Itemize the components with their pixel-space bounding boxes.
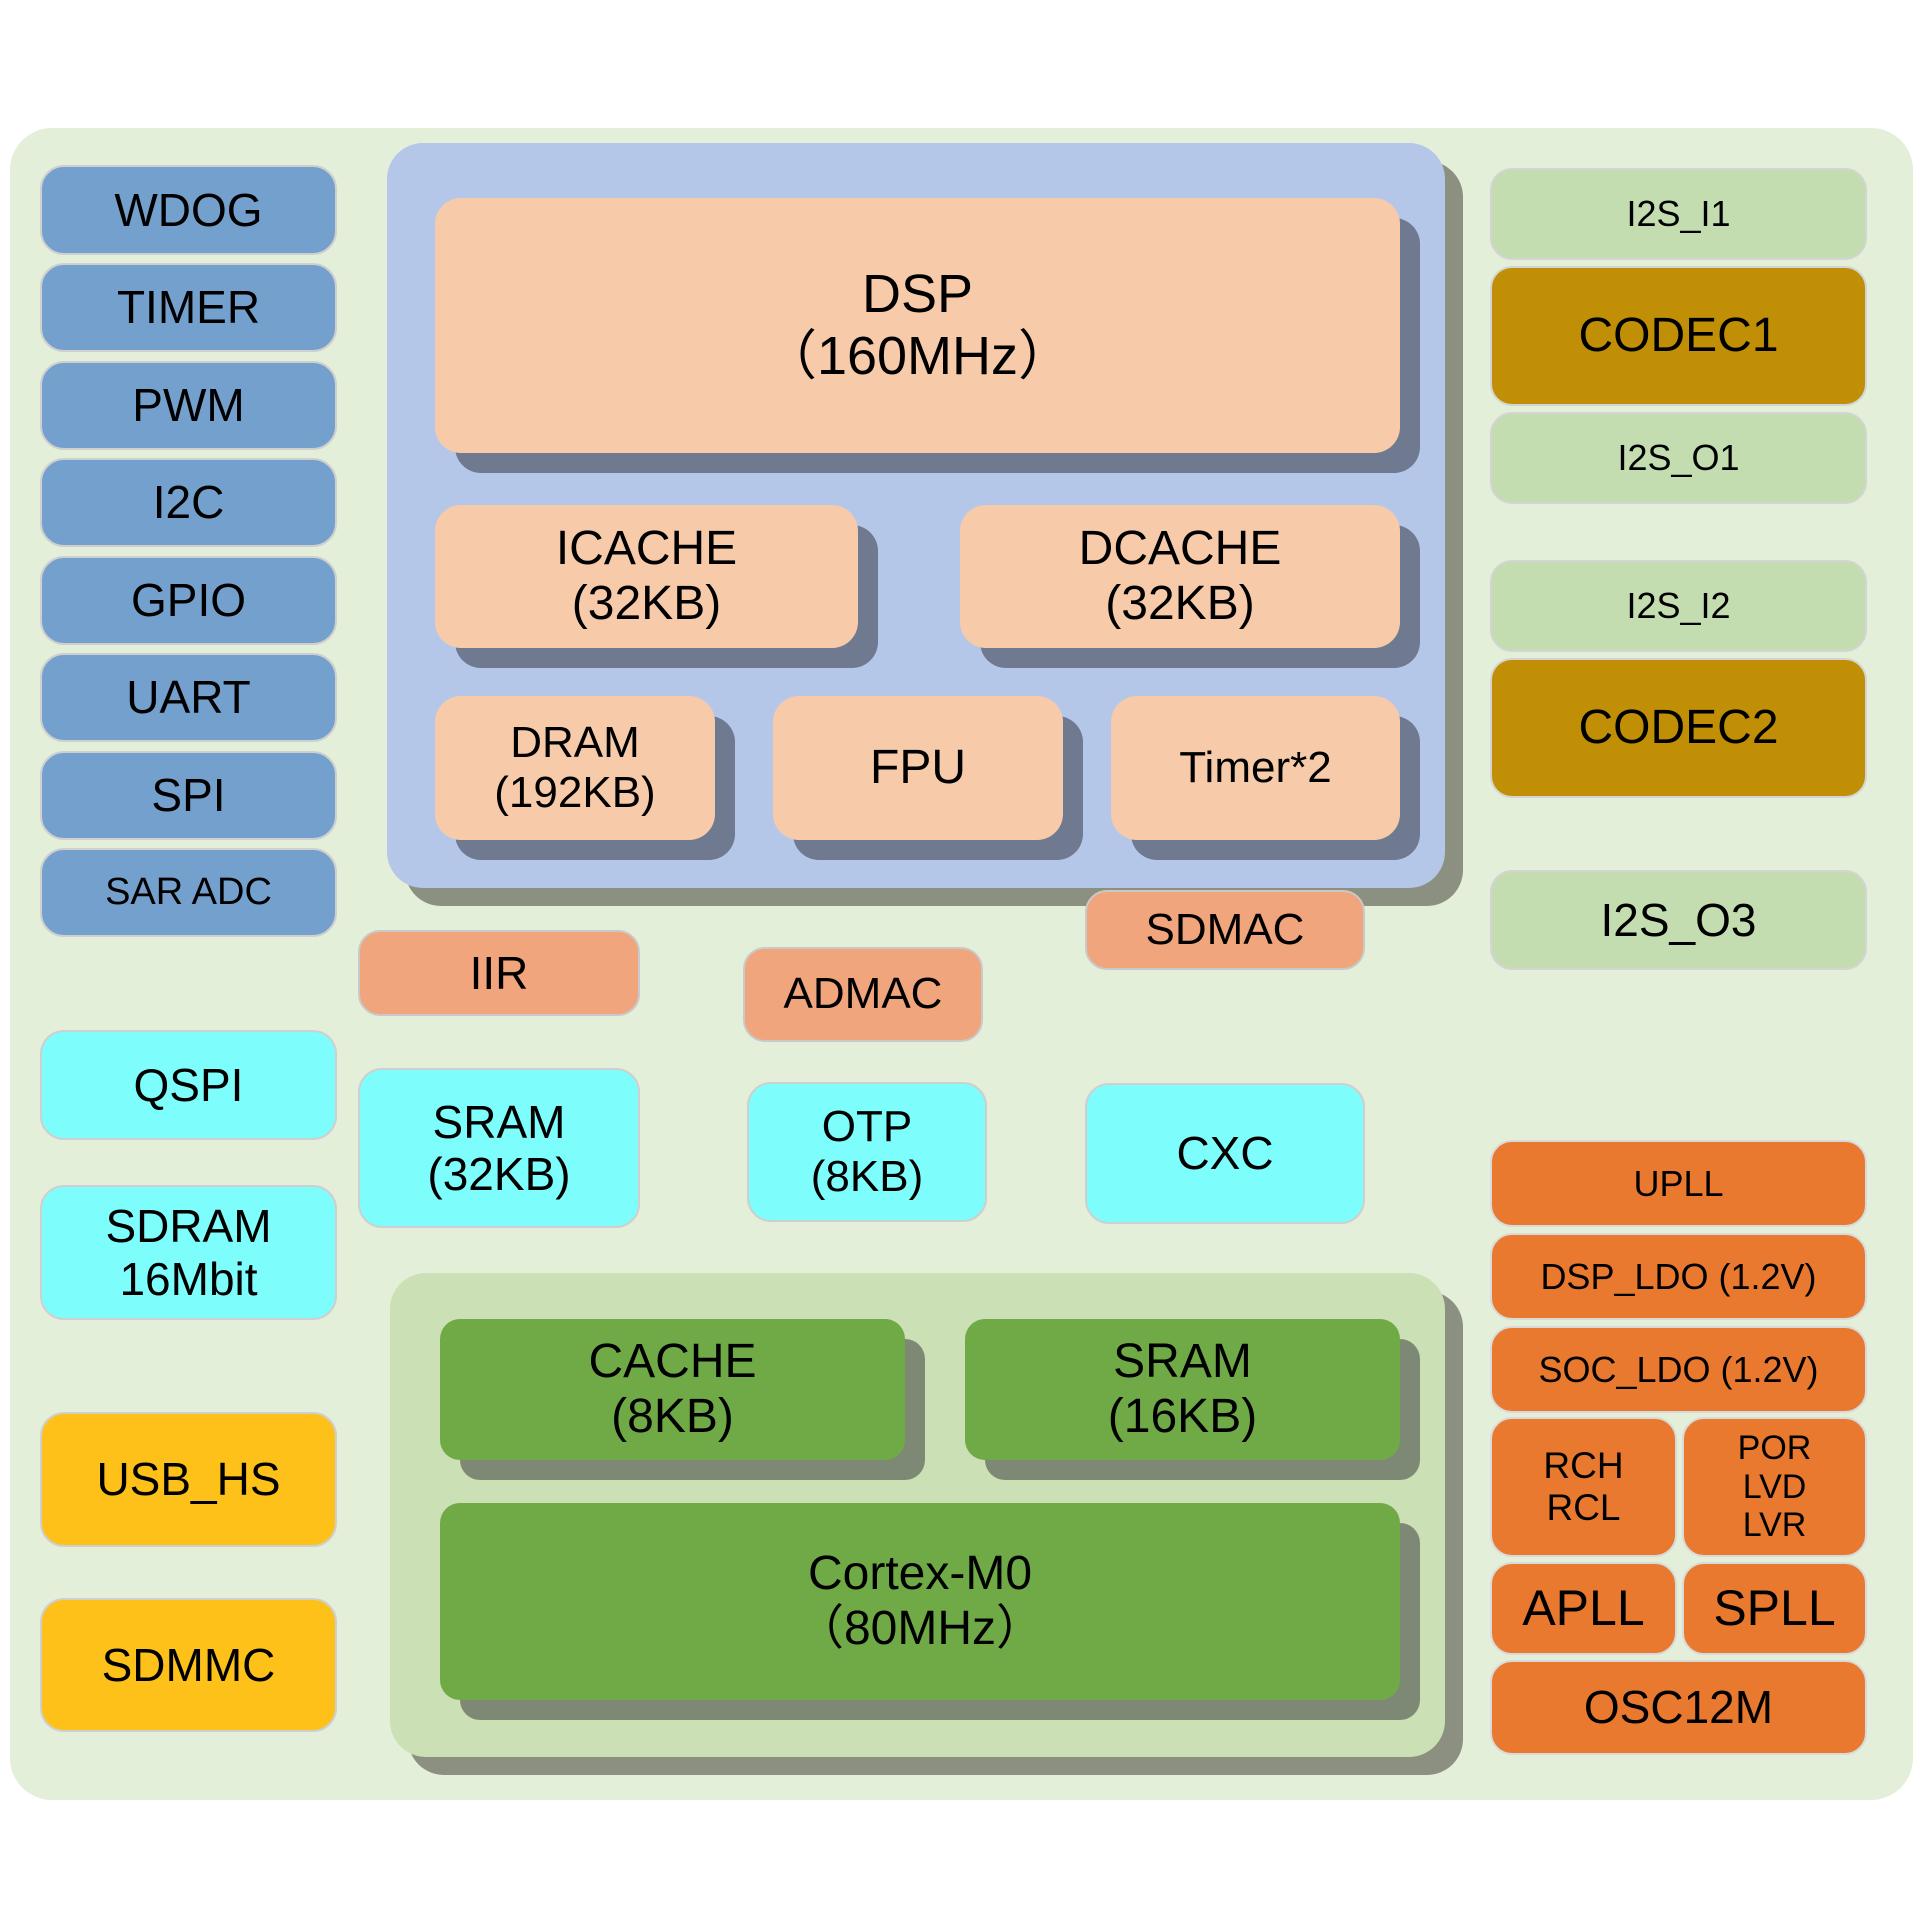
block-fpu: FPU	[773, 696, 1063, 840]
block-mcu-cache: CACHE (8KB)	[440, 1319, 905, 1460]
dcache-label-line2: (32KB)	[1105, 576, 1255, 630]
dsp-label-line1: DSP	[861, 263, 974, 324]
block-admac: ADMAC	[743, 947, 983, 1042]
mcu-cache-label-line1: CACHE	[588, 1334, 757, 1388]
block-timer2: Timer*2	[1111, 696, 1400, 840]
block-codec2: CODEC2	[1490, 658, 1867, 798]
soc-ldo-label: SOC_LDO (1.2V)	[1538, 1348, 1819, 1390]
block-sram-32kb: SRAM (32KB)	[358, 1068, 640, 1228]
block-cxc: CXC	[1085, 1083, 1365, 1224]
cortex-m0-label-line1: Cortex-M0	[807, 1546, 1033, 1600]
sram-32kb-label-line2: (32KB)	[427, 1148, 571, 1200]
lvd-label: LVD	[1742, 1467, 1807, 1506]
block-sdram: SDRAM 16Mbit	[40, 1185, 337, 1320]
block-cortex-m0: Cortex-M0 （80MHz）	[440, 1503, 1400, 1700]
cxc-label: CXC	[1176, 1127, 1274, 1180]
block-i2s-i2: I2S_I2	[1490, 560, 1867, 652]
sdram-label-line2: 16Mbit	[119, 1252, 258, 1305]
block-dram: DRAM (192KB)	[435, 696, 715, 840]
rch-label: RCH	[1543, 1444, 1624, 1486]
uart-label: UART	[126, 671, 251, 724]
icache-label-line1: ICACHE	[555, 521, 738, 575]
block-dsp: DSP （160MHz）	[435, 198, 1400, 453]
block-spll: SPLL	[1682, 1562, 1867, 1655]
dcache-label-line1: DCACHE	[1078, 521, 1282, 575]
block-apll: APLL	[1490, 1562, 1677, 1655]
qspi-label: QSPI	[133, 1058, 244, 1111]
dram-label-line1: DRAM	[510, 717, 640, 767]
spi-label: SPI	[151, 769, 226, 822]
i2c-label: I2C	[152, 476, 225, 529]
block-i2s-o1: I2S_O1	[1490, 412, 1867, 504]
block-icache: ICACHE (32KB)	[435, 505, 858, 648]
sdmac-label: SDMAC	[1145, 904, 1305, 954]
i2s-i2-label: I2S_I2	[1626, 585, 1731, 627]
por-label: POR	[1737, 1428, 1812, 1467]
block-uart: UART	[40, 653, 337, 742]
timer2-label: Timer*2	[1179, 742, 1332, 792]
admac-label: ADMAC	[783, 969, 943, 1019]
block-gpio: GPIO	[40, 556, 337, 645]
codec2-label: CODEC2	[1578, 700, 1779, 754]
cortex-m0-label-line2: （80MHz）	[795, 1601, 1045, 1655]
block-wdog: WDOG	[40, 165, 337, 255]
block-dcache: DCACHE (32KB)	[960, 505, 1400, 648]
block-mcu-sram: SRAM (16KB)	[965, 1319, 1400, 1460]
block-sdmmc: SDMMC	[40, 1598, 337, 1732]
timer-label: TIMER	[116, 281, 261, 334]
block-codec1: CODEC1	[1490, 266, 1867, 406]
block-iir: IIR	[358, 930, 640, 1016]
apll-label: APLL	[1522, 1580, 1645, 1636]
icache-label-line2: (32KB)	[571, 576, 722, 630]
rcl-label: RCL	[1546, 1487, 1621, 1528]
block-osc12m: OSC12M	[1490, 1660, 1867, 1755]
block-por-lvd-lvr: POR LVD LVR	[1682, 1417, 1867, 1557]
block-soc-ldo: SOC_LDO (1.2V)	[1490, 1326, 1867, 1413]
mcu-sram-label-line1: SRAM	[1113, 1334, 1252, 1388]
gpio-label: GPIO	[130, 574, 247, 627]
block-i2c: I2C	[40, 458, 337, 547]
block-usb-hs: USB_HS	[40, 1412, 337, 1547]
dram-label-line2: (192KB)	[494, 768, 656, 817]
fpu-label: FPU	[870, 740, 966, 794]
sar-adc-label: SAR ADC	[105, 870, 272, 913]
otp-label-line1: OTP	[821, 1101, 913, 1151]
i2s-i1-label: I2S_I1	[1626, 193, 1731, 235]
block-dsp-ldo: DSP_LDO (1.2V)	[1490, 1233, 1867, 1320]
mcu-sram-label-line2: (16KB)	[1107, 1389, 1258, 1443]
osc12m-label: OSC12M	[1583, 1681, 1774, 1734]
block-spi: SPI	[40, 751, 337, 840]
dsp-label-line2: （160MHz）	[762, 325, 1073, 386]
block-i2s-i1: I2S_I1	[1490, 168, 1867, 260]
block-sdmac: SDMAC	[1085, 890, 1365, 970]
spll-label: SPLL	[1713, 1580, 1836, 1636]
i2s-o3-label: I2S_O3	[1600, 893, 1757, 946]
pwm-label: PWM	[132, 379, 245, 432]
block-upll: UPLL	[1490, 1140, 1867, 1227]
sdram-label-line1: SDRAM	[105, 1200, 272, 1253]
block-sar-adc: SAR ADC	[40, 848, 337, 937]
mcu-cache-label-line2: (8KB)	[611, 1389, 734, 1443]
block-timer: TIMER	[40, 263, 337, 352]
sram-32kb-label-line1: SRAM	[432, 1095, 566, 1148]
block-otp: OTP (8KB)	[747, 1082, 987, 1222]
upll-label: UPLL	[1633, 1162, 1724, 1204]
codec1-label: CODEC1	[1578, 308, 1779, 362]
iir-label: IIR	[469, 946, 529, 999]
block-qspi: QSPI	[40, 1030, 337, 1140]
block-pwm: PWM	[40, 361, 337, 450]
i2s-o1-label: I2S_O1	[1617, 437, 1740, 479]
usb-hs-label: USB_HS	[96, 1453, 281, 1506]
dsp-ldo-label: DSP_LDO (1.2V)	[1540, 1255, 1817, 1297]
otp-label-line2: (8KB)	[810, 1152, 924, 1201]
block-rch-rcl: RCH RCL	[1490, 1417, 1677, 1557]
wdog-label: WDOG	[114, 183, 263, 236]
block-i2s-o3: I2S_O3	[1490, 870, 1867, 970]
sdmmc-label: SDMMC	[101, 1638, 276, 1691]
lvr-label: LVR	[1742, 1506, 1807, 1545]
